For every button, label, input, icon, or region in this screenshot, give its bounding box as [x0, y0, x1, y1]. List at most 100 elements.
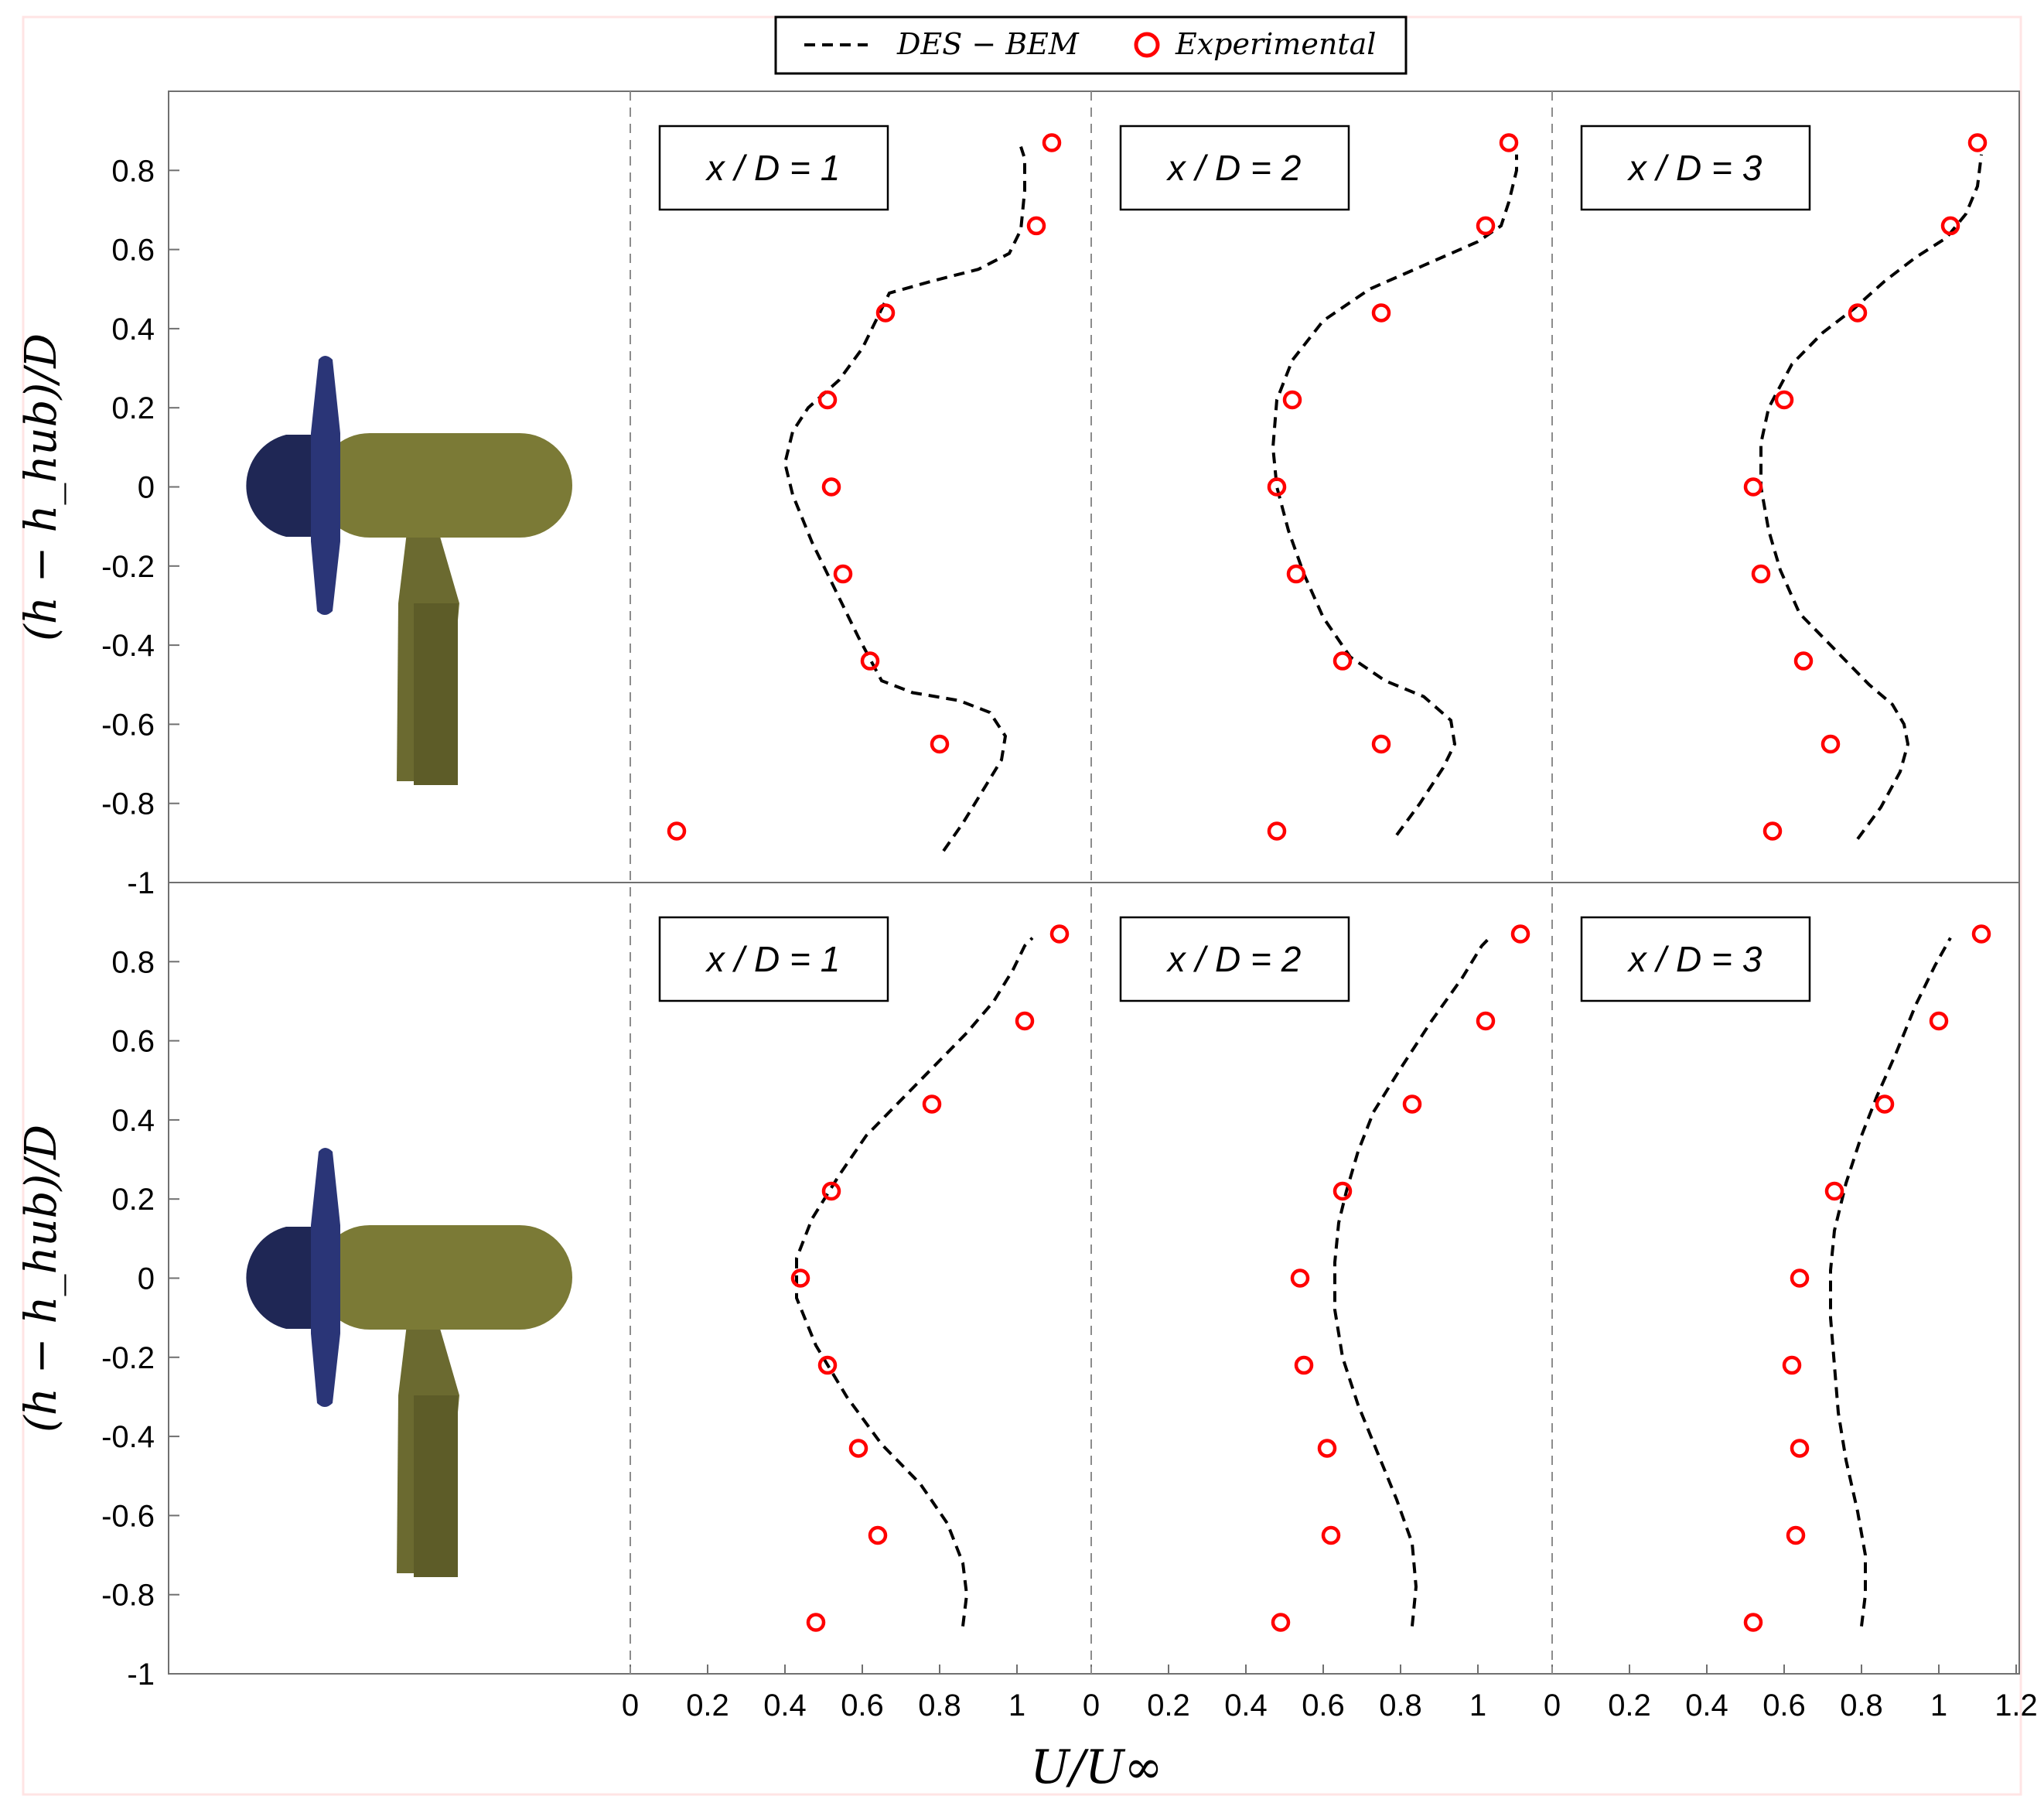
experiment-point — [1049, 924, 1070, 944]
y-tick-label: 0.2 — [111, 391, 155, 425]
panel-0-2: x / D = 3 — [1580, 125, 1988, 841]
y-tick-label: 0 — [138, 1262, 155, 1296]
y-tick-label: 0.2 — [111, 1183, 155, 1217]
experiment-point — [1510, 924, 1530, 944]
y-tick-label: 0.8 — [111, 154, 155, 188]
y-tick-label: 0.4 — [111, 1104, 155, 1138]
experiment-point — [1282, 390, 1302, 410]
experiment-point — [790, 1268, 810, 1288]
experiment-point — [1371, 734, 1391, 754]
y-tick-label: -0.8 — [101, 787, 155, 821]
panel-0-0: x / D = 1 — [658, 125, 1062, 852]
panel-title-box — [1580, 916, 1811, 1002]
experiment-point — [1026, 216, 1046, 236]
x-tick-label: 1 — [1008, 1688, 1025, 1723]
experiment-point — [1790, 1268, 1810, 1288]
x-tick-label: 0.6 — [1302, 1688, 1345, 1723]
experiment-point — [1476, 1011, 1496, 1031]
turbine-blades — [311, 1148, 340, 1407]
panel-1-0: x / D = 1 — [658, 916, 1070, 1632]
tidal-turbine-icon — [246, 356, 572, 785]
x-tick-label: 1 — [1469, 1688, 1486, 1723]
x-tick-label: 0.2 — [1147, 1688, 1190, 1723]
panel-title: x / D = 3 — [1627, 939, 1762, 979]
model-curve — [795, 937, 1034, 1627]
experiment-point — [1774, 390, 1794, 410]
experiment-point — [1371, 303, 1391, 323]
experiment-point — [1848, 303, 1868, 323]
model-curve — [1271, 154, 1518, 836]
y-tick-label: -0.6 — [101, 1499, 155, 1533]
x-tick-label: 0.2 — [1608, 1688, 1651, 1723]
panel-title: x / D = 2 — [1166, 148, 1302, 188]
experiment-point — [817, 390, 838, 410]
y-tick-label: -0.4 — [101, 629, 155, 663]
experiment-point — [1824, 1181, 1844, 1201]
legend-box — [774, 15, 1408, 75]
experiment-point — [1743, 1613, 1763, 1632]
experiment-point — [833, 564, 853, 584]
experiment-point — [1290, 1268, 1310, 1288]
experiment-point — [1267, 477, 1287, 497]
y-tick-label: -0.6 — [101, 708, 155, 742]
y-tick-label: 0.8 — [111, 945, 155, 979]
experiment-point — [860, 651, 880, 671]
experiment-point — [821, 1181, 841, 1201]
x-axis-label: U/U∞ — [1030, 1740, 1162, 1794]
x-tick-label: 0.4 — [1224, 1688, 1268, 1723]
x-tick-label: 0.6 — [1762, 1688, 1806, 1723]
panel-title: x / D = 2 — [1166, 939, 1302, 979]
x-tick-label: 0 — [1083, 1688, 1100, 1723]
panel-title: x / D = 3 — [1627, 148, 1762, 188]
experiment-point — [1971, 924, 1991, 944]
experiment-point — [1042, 133, 1062, 152]
experiment-point — [1786, 1525, 1806, 1545]
experiment-point — [875, 303, 896, 323]
panel-title-box — [1119, 125, 1350, 211]
experiment-point — [1790, 1439, 1810, 1458]
experiment-point — [1751, 564, 1771, 584]
experiment-point — [930, 734, 950, 754]
y-tick-label: -0.4 — [101, 1420, 155, 1454]
x-tick-label: 0.8 — [918, 1688, 961, 1723]
panels-layer: x / D = 1 x / D = 2 x / D = 3 x / D = 1 x / … — [630, 91, 1991, 1674]
experiment-point — [806, 1613, 826, 1632]
y-tick-label: -0.2 — [101, 550, 155, 584]
experiment-point — [1499, 133, 1519, 152]
experiment-point — [817, 1355, 838, 1375]
experiment-point — [1782, 1355, 1802, 1375]
experiment-point — [1476, 216, 1496, 236]
y-tick-label: -0.2 — [101, 1341, 155, 1375]
model-curve — [1333, 937, 1491, 1627]
tidal-turbine-icon-bottom — [246, 1148, 572, 1577]
ticks-layer: 0.8 0.6 0.4 0.2 0 -0.2 -0.4 -0.6 -0.8 -1 0.8 0.6 0.4… — [101, 154, 2038, 1723]
y-tick-label: 0.4 — [111, 312, 155, 347]
panel-title-box — [1580, 125, 1811, 211]
experiment-point — [848, 1439, 868, 1458]
experiment-point — [1967, 133, 1988, 152]
panel-title-box — [658, 916, 889, 1002]
turbine-nacelle — [317, 1225, 572, 1330]
experiment-point — [868, 1525, 888, 1545]
experiment-point — [922, 1094, 942, 1114]
experiment-point — [1294, 1355, 1314, 1375]
experiment-point — [1015, 1011, 1035, 1031]
panel-1-1: x / D = 2 — [1119, 916, 1530, 1632]
experiment-point — [1875, 1094, 1895, 1114]
model-curve — [1829, 937, 1952, 1627]
x-tick-label: 0 — [1544, 1688, 1561, 1723]
experiment-point — [1321, 1525, 1341, 1545]
turbine-tower-lower — [414, 603, 458, 785]
x-tick-label: 0 — [622, 1688, 639, 1723]
panel-0-1: x / D = 2 — [1119, 125, 1519, 841]
experiment-point — [1271, 1613, 1291, 1632]
experiment-point — [1762, 821, 1783, 841]
experiment-point — [1929, 1011, 1949, 1031]
x-tick-label: 0.4 — [763, 1688, 807, 1723]
legend-circle-marker-icon — [1134, 32, 1160, 58]
legend-label-experiment: Experimental — [1175, 27, 1376, 61]
panel-1-2: x / D = 3 — [1580, 916, 1991, 1632]
y-tick-label: -1 — [127, 1658, 155, 1692]
